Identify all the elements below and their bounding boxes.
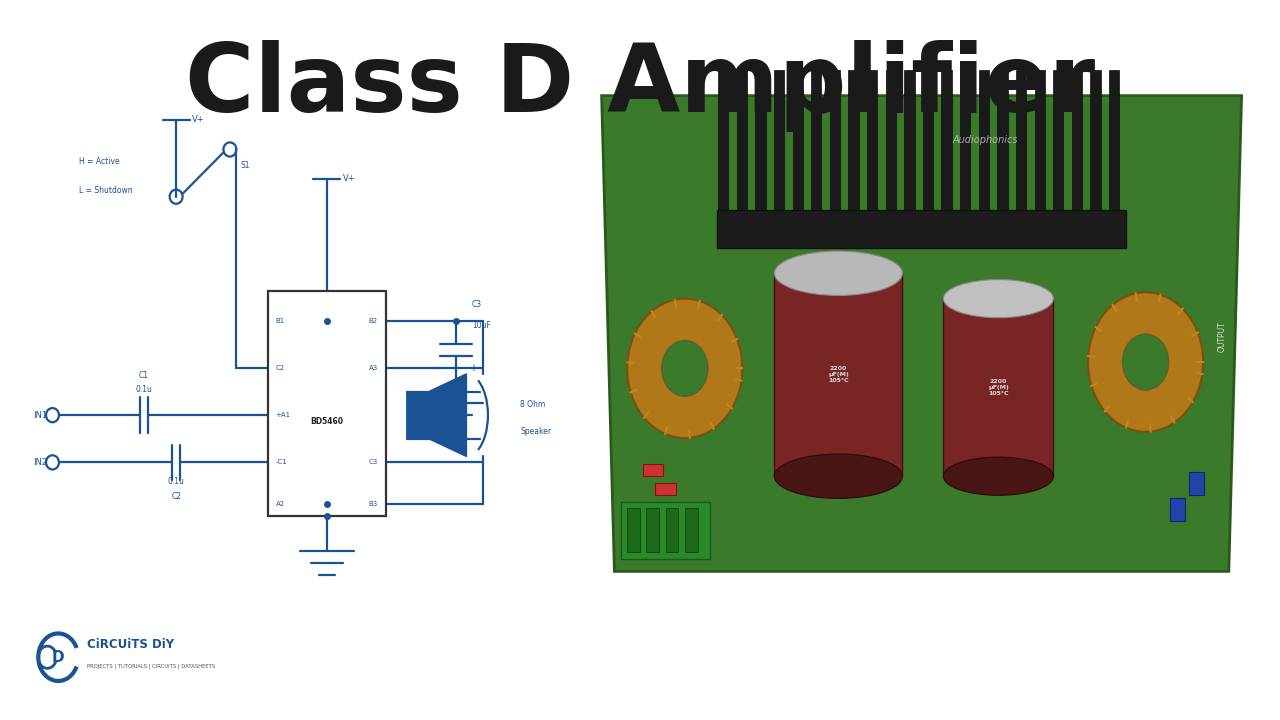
Text: C2: C2 xyxy=(172,492,182,501)
Text: A3: A3 xyxy=(369,365,378,371)
Bar xyxy=(774,71,785,210)
Bar xyxy=(943,299,1053,476)
Bar xyxy=(1034,71,1044,210)
Text: C2: C2 xyxy=(275,365,284,371)
Text: C1: C1 xyxy=(138,371,148,379)
Text: B3: B3 xyxy=(369,500,378,507)
Text: -C1: -C1 xyxy=(275,459,287,465)
Bar xyxy=(717,210,1126,248)
Bar xyxy=(923,71,933,210)
Bar xyxy=(627,508,640,552)
Text: OUTPUT: OUTPUT xyxy=(1217,321,1228,352)
Polygon shape xyxy=(429,374,466,456)
Ellipse shape xyxy=(943,279,1053,318)
Bar xyxy=(718,71,728,210)
Bar xyxy=(812,71,822,210)
Text: C3: C3 xyxy=(472,300,483,309)
FancyBboxPatch shape xyxy=(24,618,244,700)
Text: IN1: IN1 xyxy=(33,410,47,420)
Bar xyxy=(792,71,803,210)
Text: A2: A2 xyxy=(275,500,284,507)
Text: Audiophonics: Audiophonics xyxy=(952,135,1019,145)
Bar xyxy=(886,71,896,210)
Bar xyxy=(685,508,698,552)
Text: 0.1u: 0.1u xyxy=(136,385,152,395)
Bar xyxy=(687,508,708,521)
Bar xyxy=(268,291,385,516)
Bar xyxy=(1189,472,1204,495)
Bar xyxy=(621,502,710,559)
Text: IN2: IN2 xyxy=(33,458,47,467)
Text: Class D Amplifier: Class D Amplifier xyxy=(184,40,1096,132)
Bar xyxy=(755,71,765,210)
Text: V+: V+ xyxy=(343,174,356,184)
Bar xyxy=(666,508,678,552)
Bar xyxy=(849,71,859,210)
Text: PROJECTS | TUTORIALS | CIRCUITS | DATASHEETS: PROJECTS | TUTORIALS | CIRCUITS | DATASH… xyxy=(87,664,215,670)
Text: D: D xyxy=(52,649,64,665)
Bar xyxy=(904,71,914,210)
Bar xyxy=(1016,71,1027,210)
Text: S1: S1 xyxy=(241,161,250,171)
Ellipse shape xyxy=(774,454,902,498)
Text: +: + xyxy=(470,363,477,373)
Text: B1: B1 xyxy=(275,318,285,324)
Ellipse shape xyxy=(1088,292,1203,432)
Bar xyxy=(643,464,663,476)
Bar xyxy=(867,71,877,210)
Bar xyxy=(655,482,676,495)
Text: CiRCUiTS DiY: CiRCUiTS DiY xyxy=(87,638,174,651)
Bar xyxy=(1053,71,1064,210)
Text: V+: V+ xyxy=(192,115,205,125)
Ellipse shape xyxy=(1123,334,1169,390)
Bar xyxy=(960,71,970,210)
Bar xyxy=(829,71,840,210)
Text: L = Shutdown: L = Shutdown xyxy=(79,186,133,195)
Text: +A1: +A1 xyxy=(275,412,291,418)
Text: B2: B2 xyxy=(369,318,378,324)
Text: 10uF: 10uF xyxy=(472,320,490,330)
Bar xyxy=(774,274,902,476)
Text: C3: C3 xyxy=(369,459,378,465)
Text: 2200
μF(M)
105°C: 2200 μF(M) 105°C xyxy=(828,366,849,383)
Text: BD5460: BD5460 xyxy=(310,417,343,426)
Bar xyxy=(1091,71,1101,210)
Text: 8 Ohm: 8 Ohm xyxy=(520,400,545,409)
Bar xyxy=(1071,71,1082,210)
Text: 2200
μF(M)
105°C: 2200 μF(M) 105°C xyxy=(988,379,1009,396)
Bar xyxy=(407,392,429,438)
Bar xyxy=(1108,71,1119,210)
Bar xyxy=(737,71,748,210)
Bar xyxy=(646,508,659,552)
Text: Speaker: Speaker xyxy=(520,427,552,436)
Bar xyxy=(942,71,952,210)
Text: H = Active: H = Active xyxy=(79,157,120,166)
Ellipse shape xyxy=(943,457,1053,495)
Bar xyxy=(1170,498,1185,521)
Ellipse shape xyxy=(627,299,742,438)
Polygon shape xyxy=(602,96,1242,572)
Bar xyxy=(997,71,1007,210)
Ellipse shape xyxy=(774,251,902,295)
Text: 0.1u: 0.1u xyxy=(168,477,184,486)
Ellipse shape xyxy=(662,341,708,396)
Bar xyxy=(979,71,989,210)
